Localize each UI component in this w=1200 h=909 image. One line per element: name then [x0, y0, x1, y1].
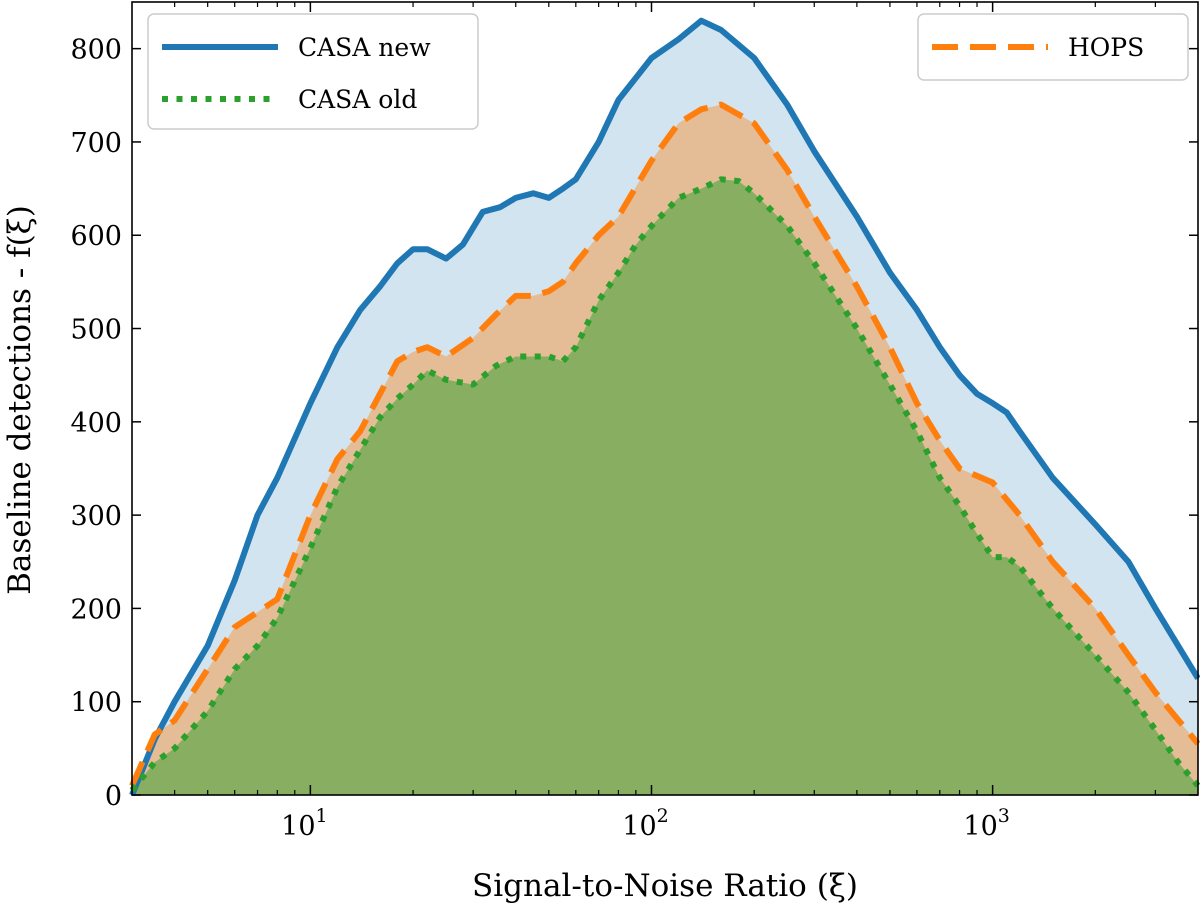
series-fill-casa-old — [132, 179, 1198, 796]
y-axis-title: Baseline detections - f(ξ) — [2, 205, 38, 595]
y-axis: 0 100 200 300 400 500 600 700 800 — [70, 35, 1198, 812]
y-tick-label: 100 — [70, 688, 122, 719]
y-tick-label: 200 — [70, 594, 122, 625]
x-axis-title: Signal-to-Noise Ratio (ξ) — [472, 868, 858, 904]
legend-label-casa-old: CASA old — [298, 85, 417, 114]
x-tick-label: 102 — [622, 805, 668, 842]
y-tick-label: 800 — [70, 35, 122, 66]
legend-label-hops: HOPS — [1068, 33, 1144, 62]
legend-right-frame — [917, 13, 1189, 81]
legend-label-casa-new: CASA new — [298, 33, 431, 62]
y-tick-label: 600 — [70, 221, 122, 252]
series-lines — [129, 17, 1200, 797]
series-fills — [132, 20, 1198, 796]
series-line-casa-new — [129, 17, 1200, 797]
y-tick-label: 400 — [70, 408, 122, 439]
legend-left-frame — [147, 13, 479, 130]
legend-right: HOPS — [917, 13, 1189, 81]
series-line-hops — [129, 101, 1200, 787]
y-tick-label: 0 — [105, 781, 122, 812]
y-tick-label: 700 — [70, 128, 122, 159]
series-line-casa-old — [129, 176, 1200, 793]
x-tick-label: 103 — [963, 805, 1009, 842]
x-tick-label: 101 — [281, 805, 327, 842]
y-tick-label: 300 — [70, 501, 122, 532]
legend-left: CASA new CASA old — [147, 13, 479, 130]
y-tick-label: 500 — [70, 315, 122, 346]
plot-frame — [131, 1, 1199, 796]
